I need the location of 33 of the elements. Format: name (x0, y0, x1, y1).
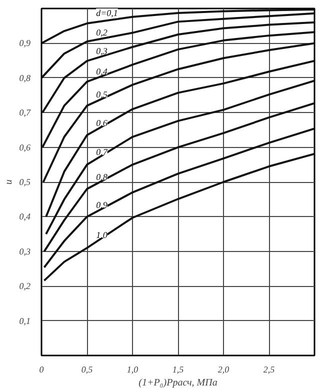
line-series (42, 21, 314, 114)
series-label: 0,8 (96, 172, 108, 182)
series-label: d=0,1 (96, 8, 118, 18)
x-tick-label: 1,5 (172, 364, 184, 374)
y-tick-label: 0,7 (19, 108, 31, 118)
series-label: 0,6 (96, 118, 108, 128)
line-series (42, 42, 314, 183)
series-label: 0,9 (96, 200, 108, 210)
y-axis-title: u (3, 180, 14, 184)
y-tick-label: 0,1 (19, 316, 30, 326)
series-label: 0,2 (96, 28, 108, 38)
line-series (43, 128, 314, 268)
line-series (42, 31, 314, 148)
x-tick-label: 1,0 (126, 364, 139, 374)
line-series (45, 60, 314, 218)
series-label: 0,4 (96, 66, 108, 76)
x-tick-label: 0,5 (81, 364, 94, 374)
y-tick-label: 0,3 (19, 246, 31, 256)
y-tick-label: 0,2 (19, 281, 31, 292)
line-series (43, 102, 314, 252)
y-tick-label: 0,6 (19, 142, 31, 152)
y-tick-label: 0,4 (19, 212, 31, 222)
x-tick-label: 2,5 (263, 364, 276, 374)
y-tick-label: 0,5 (19, 177, 31, 187)
x-tick-label: 2,0 (218, 364, 230, 374)
y-tick-label: 0,9 (19, 38, 31, 48)
series-label: 0,5 (96, 89, 108, 100)
series-label: 1,0 (96, 230, 108, 240)
y-tick-label: 0,8 (19, 72, 31, 83)
x-tick-label: 0 (39, 364, 44, 374)
series-label: 0,7 (96, 147, 108, 158)
x-axis-title: (1+P₀)Pрасч, МПа (138, 378, 218, 388)
series-label: 0,3 (96, 46, 108, 56)
